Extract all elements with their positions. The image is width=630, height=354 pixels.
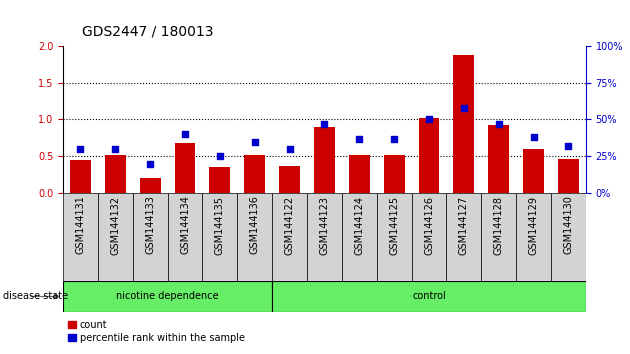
Point (424, 116, 434, 122)
Text: GSM144133: GSM144133 (145, 195, 155, 255)
Text: GSM144130: GSM144130 (563, 195, 573, 255)
Bar (209, 167, 231, 193)
Text: GSM144134: GSM144134 (180, 195, 190, 255)
Bar (168, 193, 202, 281)
Text: GSM144125: GSM144125 (389, 195, 399, 255)
Bar (523, 149, 544, 193)
Bar (349, 155, 370, 193)
Bar (342, 193, 377, 281)
Text: control: control (412, 291, 446, 302)
Bar (384, 155, 404, 193)
Point (354, 136, 364, 141)
Point (180, 131, 190, 137)
Text: GSM144135: GSM144135 (215, 195, 225, 255)
Bar (481, 193, 516, 281)
Legend: count, percentile rank within the sample: count, percentile rank within the sample (68, 320, 244, 343)
Point (529, 134, 539, 140)
Point (215, 153, 225, 159)
Point (145, 161, 155, 166)
Text: GDS2447 / 180013: GDS2447 / 180013 (82, 25, 214, 39)
Point (459, 105, 469, 110)
Bar (377, 193, 411, 281)
Bar (558, 159, 579, 193)
Bar (447, 193, 481, 281)
Bar (63, 193, 98, 281)
Bar (63, 281, 272, 312)
Point (389, 136, 399, 141)
Text: GSM144122: GSM144122 (285, 195, 295, 255)
Text: GSM144136: GSM144136 (249, 195, 260, 255)
Bar (238, 193, 272, 281)
Bar (202, 193, 238, 281)
Bar (105, 155, 126, 193)
Bar (314, 127, 335, 193)
Point (494, 121, 504, 127)
Bar (418, 118, 440, 193)
Point (319, 121, 329, 127)
Bar (272, 281, 586, 312)
Text: GSM144132: GSM144132 (110, 195, 120, 255)
Point (249, 139, 260, 144)
Bar (488, 125, 509, 193)
Text: nicotine dependence: nicotine dependence (117, 291, 219, 302)
Bar (244, 155, 265, 193)
Bar (551, 193, 586, 281)
Bar (279, 166, 300, 193)
Text: GSM144123: GSM144123 (319, 195, 329, 255)
Bar (175, 143, 195, 193)
Bar (140, 178, 161, 193)
Text: GSM144127: GSM144127 (459, 195, 469, 255)
Point (76, 146, 86, 152)
Bar (133, 193, 168, 281)
Point (563, 143, 573, 149)
Bar (70, 160, 91, 193)
Bar (411, 193, 447, 281)
Text: disease state: disease state (3, 291, 68, 302)
Bar (307, 193, 342, 281)
Bar (98, 193, 133, 281)
Text: GSM144124: GSM144124 (354, 195, 364, 255)
Point (110, 146, 120, 152)
Bar (454, 55, 474, 193)
Text: GSM144129: GSM144129 (529, 195, 539, 255)
Bar (272, 193, 307, 281)
Text: GSM144128: GSM144128 (494, 195, 504, 255)
Point (285, 146, 295, 152)
Bar (516, 193, 551, 281)
Text: GSM144126: GSM144126 (424, 195, 434, 255)
Text: GSM144131: GSM144131 (76, 195, 86, 255)
